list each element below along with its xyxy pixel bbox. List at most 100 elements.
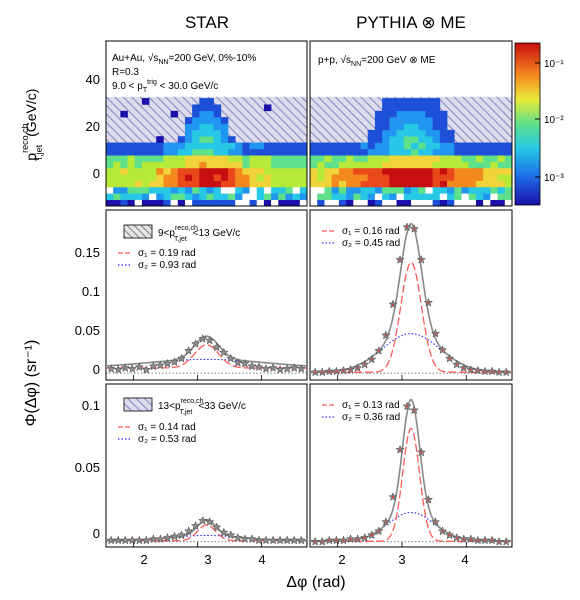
- heatmap-cell: [120, 199, 128, 206]
- heatmap-cell: [396, 174, 405, 181]
- heatmap-cell: [454, 180, 462, 188]
- heatmap-cell: [403, 155, 412, 162]
- heatmap-cell: [396, 186, 405, 194]
- heatmap-cell: [177, 148, 186, 156]
- heatmap-cell: [396, 167, 405, 175]
- heatmap-cell: [228, 174, 236, 181]
- heatmap-cell: [425, 148, 433, 156]
- heatmap-cell: [461, 174, 470, 181]
- heatmap-cell: [206, 186, 214, 194]
- heatmap-cell: [170, 167, 179, 175]
- heatmap-cell: [483, 167, 491, 175]
- heatmap-cell: [367, 136, 376, 143]
- data-point: [106, 363, 116, 373]
- bot-y-axis: 0 0.05 0.1: [75, 398, 100, 541]
- heatmap-cell: [235, 193, 243, 200]
- heatmap-cell: [278, 174, 286, 181]
- heatmap-cell: [141, 161, 150, 169]
- heatmap-cell: [242, 174, 250, 181]
- heatmap-cell: [220, 186, 229, 194]
- heatmap-cell: [213, 199, 222, 206]
- heatmap-cell: [374, 180, 383, 188]
- heatmap-cell: [170, 155, 179, 162]
- data-point-center: [434, 332, 437, 335]
- data-point-center: [363, 536, 366, 539]
- heatmap-cell: [389, 193, 397, 200]
- heatmap-cell: [256, 142, 265, 150]
- heatmap-cell: [120, 161, 128, 169]
- heatmap-cell: [353, 155, 361, 162]
- heatmap-cell: [367, 142, 376, 150]
- heatmap-cell: [338, 199, 347, 206]
- heatmap-cell: [263, 167, 272, 175]
- data-point: [247, 534, 257, 544]
- heatmap-cell: [353, 180, 361, 188]
- data-point-center: [441, 530, 444, 533]
- heatmap-cell: [367, 155, 376, 162]
- data-point-center: [314, 371, 317, 374]
- heatmap-cell: [317, 155, 325, 162]
- heatmap-cell: [374, 123, 383, 131]
- heatmap-cell: [206, 117, 214, 124]
- heatmap-cell: [213, 129, 222, 137]
- x-tick-label: 4: [258, 552, 265, 567]
- heatmap-cell: [299, 161, 307, 169]
- panel-frame-bot-left: [105, 383, 308, 548]
- heatmap-cell: [106, 193, 114, 200]
- heatmap-cell: [213, 110, 222, 118]
- heatmap-cell: [374, 142, 383, 150]
- wide-gaussian-fit: [106, 358, 308, 367]
- heatmap-cell: [177, 186, 186, 194]
- data-point-center: [399, 258, 402, 261]
- heatmap-cell: [432, 104, 441, 112]
- heatmap-cell: [425, 174, 433, 181]
- heatmap-cell: [134, 174, 143, 181]
- heatmap-cell: [490, 199, 498, 206]
- data-point: [261, 363, 271, 373]
- heatmap-cell: [120, 186, 128, 194]
- heatmap-cell: [324, 148, 332, 156]
- heatmap-cell: [447, 136, 455, 143]
- heatmap-cell: [389, 155, 397, 162]
- heatmap-cell: [504, 167, 512, 175]
- heatmap-cell: [425, 117, 433, 124]
- heatmap-cell: [346, 193, 354, 200]
- heatmap-cell: [170, 148, 179, 156]
- heatmap-cell: [483, 199, 491, 206]
- heatmap-cell: [439, 110, 448, 118]
- heatmap-cell: [149, 199, 157, 206]
- heatmap-cell: [228, 161, 236, 169]
- heatmap-cell: [490, 186, 498, 194]
- heatmap-cell: [310, 155, 318, 162]
- heatmap-cell: [292, 186, 301, 194]
- heatmap-cell: [256, 155, 265, 162]
- heatmap-cell: [360, 155, 369, 162]
- x-tick-label: 3: [398, 552, 405, 567]
- heatmap-cell: [256, 148, 265, 156]
- heatmap-cell: [149, 167, 157, 175]
- heatmap-cell: [447, 161, 455, 169]
- heatmap-cell: [163, 161, 171, 169]
- heatmap-cell: [177, 155, 186, 162]
- heatmap-cell: [396, 136, 405, 143]
- heatmap-cell: [220, 148, 229, 156]
- heatmap-cell: [403, 174, 412, 181]
- heatmap-cell: [475, 167, 484, 175]
- heatmap-cell: [432, 199, 441, 206]
- heatmap-cell: [418, 123, 426, 131]
- heatmap-cell: [411, 199, 419, 206]
- heatmap-cell: [432, 167, 441, 175]
- heatmap-cell: [156, 148, 164, 156]
- heatmap-cell: [382, 123, 390, 131]
- heatmap-cell: [192, 155, 200, 162]
- heatmap-cell: [134, 155, 143, 162]
- heatmap-cell: [497, 155, 506, 162]
- heatmap-cell: [292, 155, 301, 162]
- data-point-center: [491, 370, 494, 373]
- heatmap-cell: [360, 161, 369, 169]
- data-point: [275, 535, 285, 545]
- heatmap-cell: [461, 155, 470, 162]
- data-point-center: [384, 521, 387, 524]
